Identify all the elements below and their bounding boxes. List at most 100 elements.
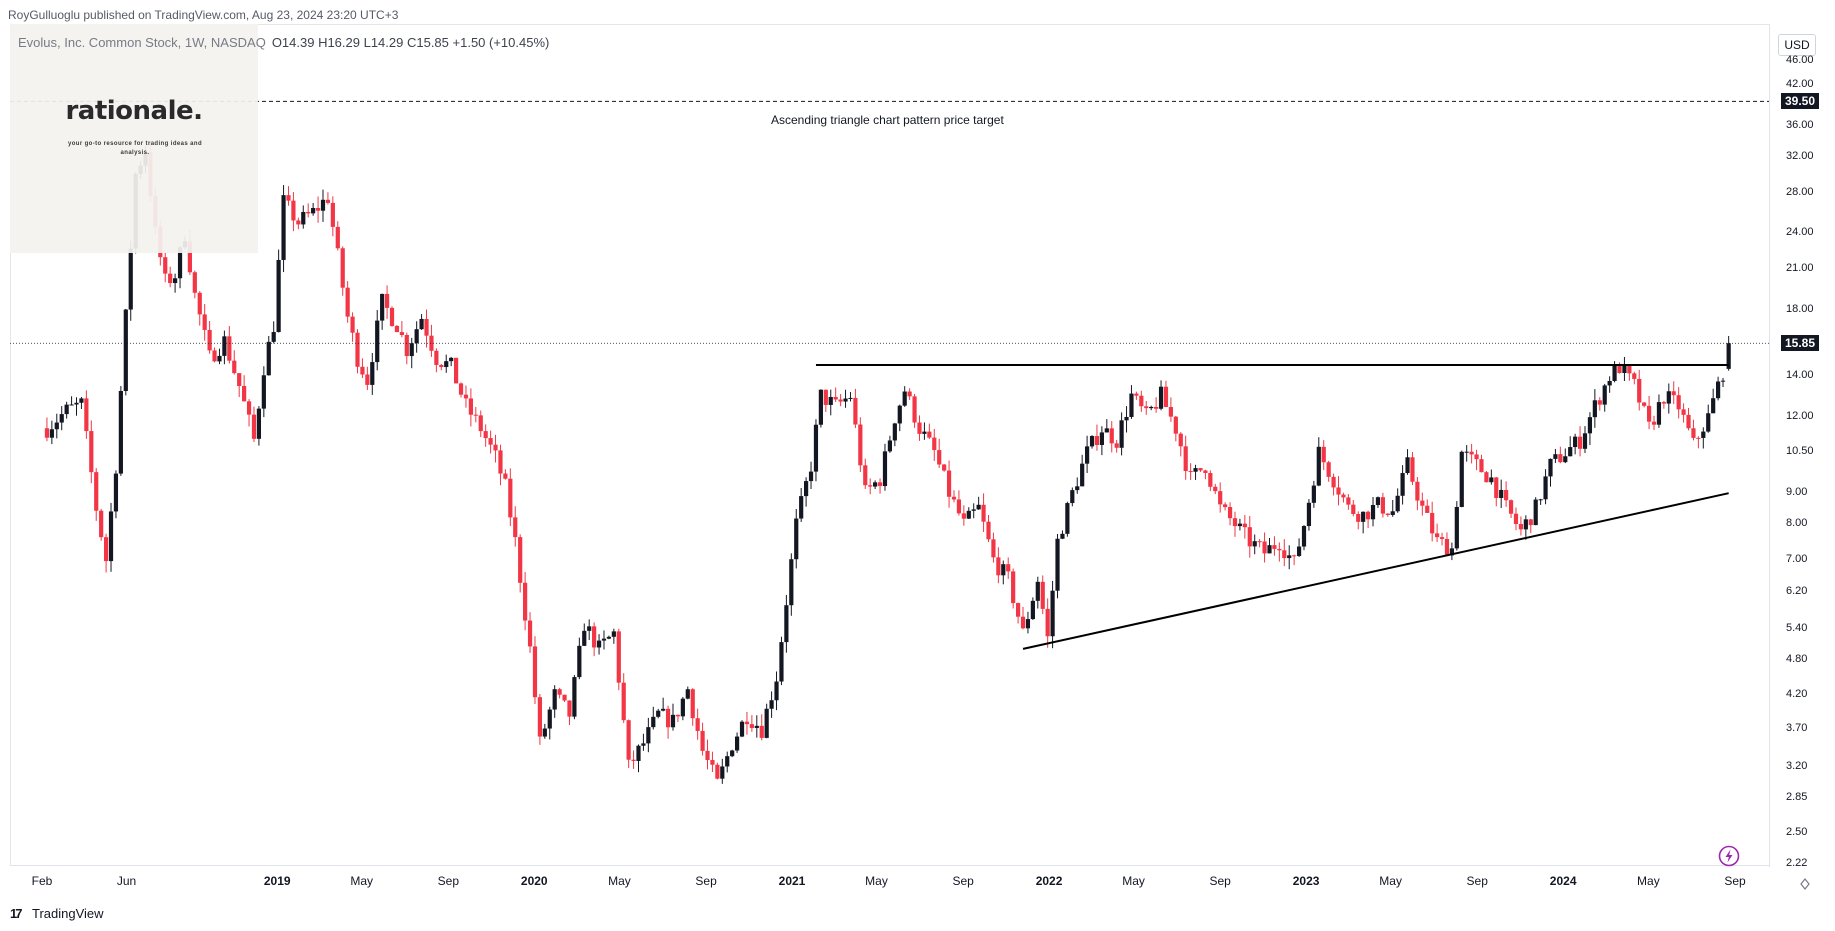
candle-up <box>661 708 666 711</box>
candle-down <box>192 272 197 293</box>
currency-button[interactable]: USD <box>1778 34 1816 56</box>
candle-up <box>818 389 823 425</box>
candle-up <box>128 248 133 310</box>
candle-down <box>1203 470 1208 474</box>
candle-up <box>794 518 799 560</box>
candle-up <box>1001 564 1006 576</box>
candle-down <box>626 720 631 760</box>
candle-down <box>1227 507 1233 519</box>
candle-down <box>1356 514 1361 522</box>
candle-down <box>453 357 459 384</box>
candle-up <box>1361 511 1366 522</box>
candle-down <box>1232 518 1238 527</box>
candle-down <box>498 450 503 474</box>
candle-down <box>838 399 843 402</box>
candle-down <box>1365 511 1371 520</box>
x-tick-label: 2022 <box>1035 874 1063 888</box>
candle-up <box>271 332 276 342</box>
candle-up <box>1656 402 1662 425</box>
brand-logo-text: rationale. <box>65 96 203 126</box>
candle-down <box>1188 471 1193 473</box>
candle-up <box>1055 538 1060 591</box>
candle-up <box>754 725 759 728</box>
candle-down <box>483 431 488 439</box>
candle-up <box>725 756 730 767</box>
candle-up <box>1405 457 1410 474</box>
candle-up <box>1533 499 1538 526</box>
candle-up <box>1715 381 1721 399</box>
candle-up <box>256 408 262 439</box>
candle-down <box>325 199 331 203</box>
lightning-bolt-icon[interactable] <box>1718 845 1740 867</box>
candle-up <box>1568 447 1573 457</box>
candle-down <box>1577 436 1583 449</box>
symbol-info[interactable]: Evolus, Inc. Common Stock, 1W, NASDAQ O14… <box>18 35 549 50</box>
plot-area[interactable] <box>10 24 1770 866</box>
x-tick-label: Sep <box>437 874 460 888</box>
candle-down <box>1139 395 1144 407</box>
candle-down <box>187 241 192 273</box>
candle-down <box>1213 486 1218 492</box>
candle-down <box>1380 497 1385 514</box>
candle-down <box>434 350 439 365</box>
candle-down <box>1632 373 1637 379</box>
candle-up <box>828 396 833 405</box>
x-tick-label: 2019 <box>263 874 291 888</box>
candle-up <box>1025 619 1031 629</box>
candle-down <box>527 620 533 647</box>
candle-down <box>84 398 89 432</box>
candle-down <box>710 760 715 765</box>
candle-up <box>976 504 981 510</box>
candle-down <box>1420 500 1425 506</box>
candle-down <box>621 682 626 721</box>
x-tick-label: 2024 <box>1549 874 1577 888</box>
y-tick-label: 3.20 <box>1786 760 1808 773</box>
auto-scale-icon[interactable] <box>1798 877 1812 891</box>
candle-up <box>1395 495 1400 512</box>
candle-down <box>1637 378 1642 403</box>
watermark-box <box>10 24 258 253</box>
candle-down <box>1484 472 1489 483</box>
candle-up <box>799 496 804 519</box>
candle-down <box>877 482 883 487</box>
candle-down <box>537 697 542 737</box>
candle-down <box>1183 446 1188 472</box>
candle-up <box>789 559 794 606</box>
candle-up <box>1030 600 1035 620</box>
x-tick-label: Sep <box>1209 874 1231 888</box>
candle-down <box>991 539 996 558</box>
candle-down <box>296 220 301 225</box>
brand-tagline: your go-to resource for trading ideas an… <box>67 141 203 156</box>
candle-down <box>389 307 395 326</box>
candle-up <box>123 309 128 391</box>
candle-down <box>424 318 429 336</box>
candle-up <box>69 404 74 406</box>
candle-down <box>695 718 700 731</box>
candle-up <box>1464 451 1469 453</box>
candle-down <box>399 332 404 336</box>
candle-down <box>99 510 104 538</box>
candle-down <box>1114 443 1119 448</box>
target-price-tag: 39.50 <box>1781 93 1820 110</box>
candle-up <box>1602 385 1607 405</box>
candle-down <box>523 582 528 621</box>
candle-up <box>1375 497 1381 505</box>
candle-up <box>739 721 745 737</box>
candle-down <box>103 537 109 562</box>
candle-up <box>730 750 735 757</box>
candle-down <box>1331 476 1336 488</box>
candle-up <box>1573 436 1578 448</box>
candle-down <box>439 364 444 368</box>
candle-up <box>1237 523 1243 527</box>
candle-down <box>1661 402 1666 404</box>
candle-down <box>592 626 597 648</box>
candle-down <box>286 195 291 201</box>
y-tick-label: 6.20 <box>1786 584 1808 597</box>
candle-down <box>917 422 922 434</box>
tradingview-logo[interactable]: 17 TradingView <box>10 906 104 921</box>
candle-up <box>651 716 656 728</box>
candle-down <box>749 724 754 728</box>
candle-up <box>1060 533 1065 539</box>
candle-down <box>912 396 917 423</box>
